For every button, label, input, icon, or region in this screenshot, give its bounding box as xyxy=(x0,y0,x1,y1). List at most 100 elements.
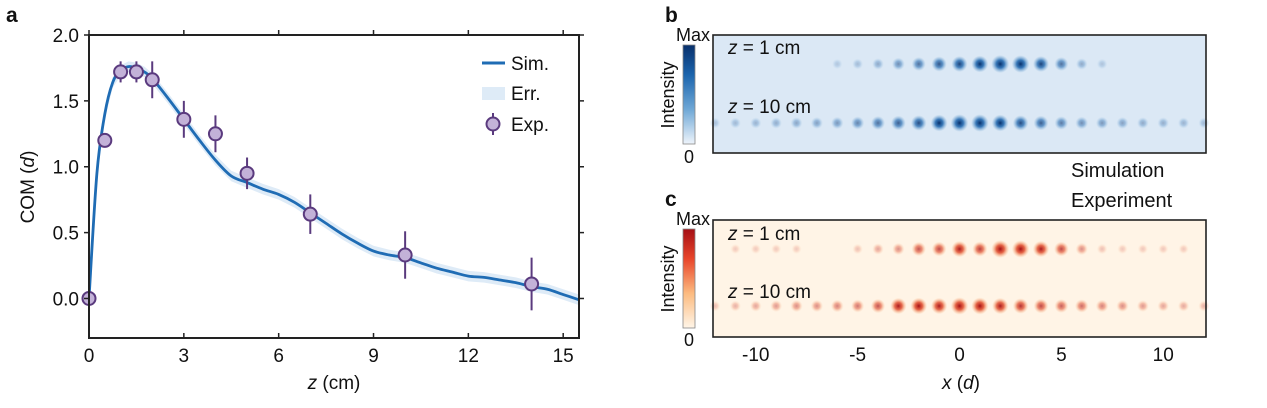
intensity-spot xyxy=(971,55,989,73)
intensity-spot xyxy=(930,114,948,132)
intensity-spot xyxy=(852,243,863,255)
intensity-spot xyxy=(770,117,782,129)
intensity-spot xyxy=(950,114,969,132)
intensity-spot xyxy=(1177,300,1190,312)
x-tick-label: 3 xyxy=(179,346,190,367)
heatmap-b-background xyxy=(713,35,1206,153)
intensity-spot xyxy=(852,58,864,70)
intensity-spot xyxy=(991,114,1009,132)
row-label-b-z10: z = 10 cm xyxy=(727,97,811,118)
intensity-spot xyxy=(851,116,865,130)
colorbar-max-b: Max xyxy=(676,25,710,45)
y-axis-label-a: COM (d) xyxy=(18,151,39,224)
colorbar-c xyxy=(682,228,696,329)
intensity-spot xyxy=(890,297,907,315)
intensity-spot xyxy=(911,241,926,257)
colorbar-min-c: 0 xyxy=(684,330,694,350)
heatmap-c-background xyxy=(713,220,1206,337)
colorbar-label-c: Intensity xyxy=(658,245,678,312)
intensity-spot xyxy=(1075,58,1088,70)
intensity-spot xyxy=(891,57,905,71)
intensity-spot xyxy=(1032,240,1050,258)
error-band xyxy=(89,61,579,306)
intensity-spot xyxy=(1032,56,1049,72)
x-tick-label: 10 xyxy=(1153,345,1174,366)
intensity-spot xyxy=(790,299,803,313)
x-axis-label-c: x (d) xyxy=(941,373,980,394)
intensity-spot xyxy=(791,243,802,255)
intensity-spot xyxy=(951,240,968,258)
intensity-spot xyxy=(790,117,803,129)
x-tick-label: 9 xyxy=(368,346,379,367)
data-point xyxy=(144,72,160,88)
intensity-spot xyxy=(1198,117,1210,129)
x-tick-label: 0 xyxy=(84,346,95,367)
row-label-b-z1: z = 1 cm xyxy=(727,38,800,59)
intensity-spot xyxy=(1011,240,1030,258)
intensity-spot xyxy=(730,243,741,255)
intensity-spot xyxy=(832,58,843,70)
legend-err-swatch xyxy=(482,87,505,100)
intensity-spot xyxy=(910,297,928,315)
intensity-spot xyxy=(1116,117,1129,129)
intensity-spot xyxy=(770,243,782,255)
intensity-spot xyxy=(1074,299,1089,313)
legend-exp-marker xyxy=(485,116,501,132)
intensity-spot xyxy=(749,300,762,312)
intensity-spot xyxy=(750,243,761,255)
y-axis-prefix: COM ( xyxy=(18,167,39,224)
data-point xyxy=(113,64,129,80)
intensity-spot xyxy=(872,58,884,70)
colorbar-b xyxy=(682,44,696,145)
intensity-spot xyxy=(1116,299,1129,313)
intensity-spot xyxy=(991,55,1010,73)
intensity-spot xyxy=(1053,241,1069,257)
x-axis-label-a: z (cm) xyxy=(307,373,361,394)
y-tick-label: 1.0 xyxy=(53,158,79,179)
heatmap-b-frame xyxy=(712,34,1207,154)
y-tick-label: 0.5 xyxy=(53,224,79,245)
intensity-spot xyxy=(750,117,762,129)
intensity-spot xyxy=(871,116,886,130)
y-tick-label: 2.0 xyxy=(53,26,79,47)
intensity-spot xyxy=(709,300,721,312)
legend-exp-label: Exp. xyxy=(511,115,549,136)
x-axis-unit: (cm) xyxy=(317,373,360,394)
intensity-spot xyxy=(1033,115,1049,131)
axes-a xyxy=(88,34,580,339)
heatmap-c-frame xyxy=(712,219,1207,338)
colorbar-max-c: Max xyxy=(676,209,710,229)
data-point xyxy=(128,64,144,80)
intensity-spot xyxy=(1158,243,1169,255)
intensity-spot xyxy=(890,115,906,131)
intensity-spot xyxy=(729,300,742,312)
intensity-spot xyxy=(1157,300,1170,312)
x-tick-label: 6 xyxy=(273,346,284,367)
x-ticks-c: -10 -5 0 5 10 xyxy=(742,345,1174,366)
intensity-spot xyxy=(1075,116,1089,130)
intensity-spot xyxy=(1178,243,1189,255)
intensity-spot xyxy=(1095,116,1109,130)
intensity-spot xyxy=(1096,243,1108,255)
simulation-line xyxy=(87,65,580,302)
intensity-spot xyxy=(892,242,905,256)
data-point xyxy=(302,206,318,222)
intensity-spot xyxy=(931,56,947,72)
y-axis-suffix: ) xyxy=(18,151,39,157)
legend: Sim. Err. Exp. xyxy=(482,54,549,136)
intensity-spot xyxy=(911,57,926,71)
intensity-spot xyxy=(1137,243,1149,255)
x-tick-label: 12 xyxy=(458,346,479,367)
intensity-spot xyxy=(1198,300,1210,312)
intensity-spot xyxy=(910,115,927,131)
intensity-spot xyxy=(972,241,988,257)
intensity-spot xyxy=(1096,58,1108,70)
intensity-spot xyxy=(830,299,844,313)
intensity-spot xyxy=(1117,243,1128,255)
x-tick-label: 15 xyxy=(553,346,574,367)
intensity-spot xyxy=(1136,300,1149,312)
data-point xyxy=(176,111,192,127)
x-tick-label: -10 xyxy=(742,345,769,366)
panel-letter-a: a xyxy=(6,4,18,27)
intensity-spot xyxy=(870,298,886,314)
